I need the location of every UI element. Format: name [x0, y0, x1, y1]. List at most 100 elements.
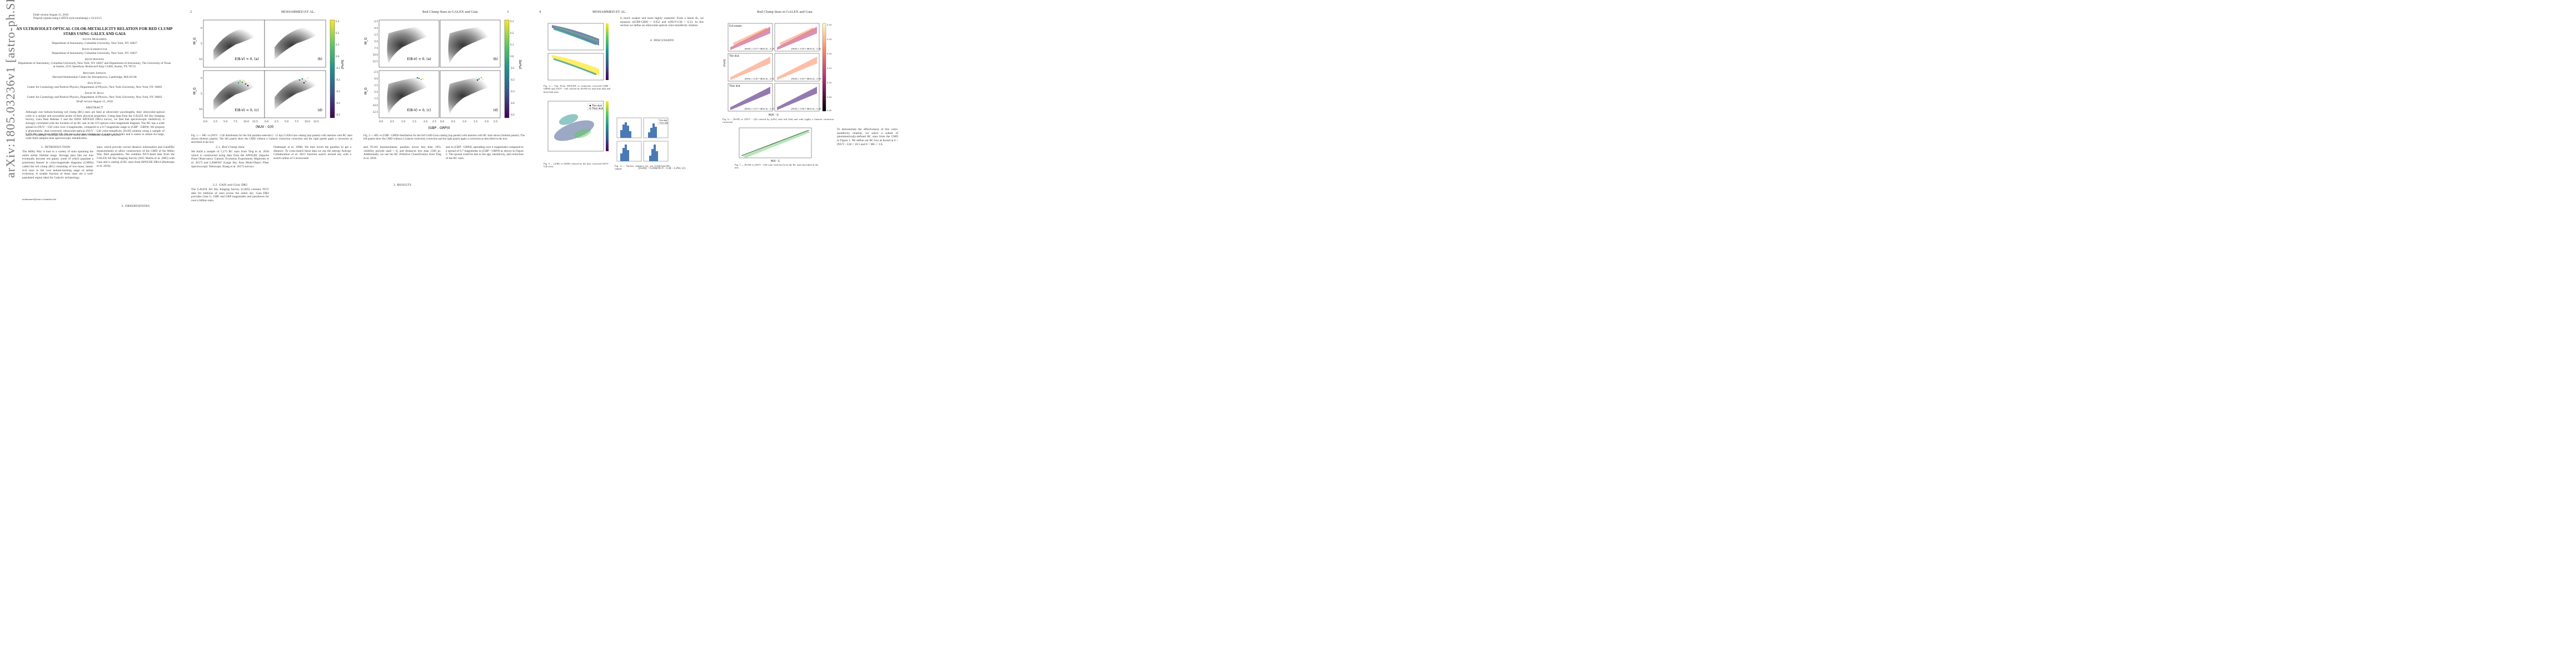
title-full: Full sample [729, 24, 742, 27]
svg-text:0.05: 0.05 [827, 96, 832, 98]
fig7-xlabel: NUV - G [771, 160, 780, 162]
svg-text:-0.3: -0.3 [510, 90, 515, 93]
figure-3 [547, 23, 609, 81]
panel-thick-right: [Fe/H] = 0.28 * (NUV-G) - 2.45 [774, 83, 821, 112]
figure-1: E(B-V) = 0, (a) (b) E(B-V) = 0, (c) (d) … [193, 19, 345, 129]
svg-text:1.5: 1.5 [474, 120, 477, 123]
cbar-label: [Fe/H] [341, 59, 345, 69]
svg-text:2.0: 2.0 [485, 120, 489, 123]
intro-heading: 1. INTRODUCTION [41, 146, 71, 149]
author-5: Dun Wang Center for Cosmology and Partic… [27, 82, 162, 89]
panel-thick-left: Thick disk [Fe/H] = 0.27 * (NUV-G) - 2.4… [728, 83, 774, 112]
svg-text:-0.2: -0.2 [336, 78, 340, 81]
svg-text:2.5: 2.5 [374, 84, 378, 87]
svg-text:7.5: 7.5 [233, 120, 237, 123]
svg-text:5.0: 5.0 [223, 120, 227, 123]
xlabel: (GBP - GRP)0 [428, 126, 450, 130]
title-thin: Thin disk [729, 54, 740, 57]
fig6-ylabel: [Fe/H] [723, 59, 726, 67]
fig5-legend-thin: Thin disk [591, 104, 602, 107]
fit-4: [Fe/H] = 0.27 * (NUV-G) - 2.43 [745, 108, 774, 110]
svg-text:10.0: 10.0 [243, 120, 249, 123]
figure-7: NUV - G [739, 127, 812, 162]
svg-text:-0.5: -0.5 [510, 113, 515, 116]
page-number-3: 3 [507, 10, 509, 14]
svg-text:0.5: 0.5 [451, 120, 455, 123]
panel-label-d: (d) [494, 108, 499, 112]
svg-text:7.5: 7.5 [374, 47, 378, 49]
author-2: David Schiminovich Department of Astrono… [52, 48, 137, 55]
paper-title: AN ULTRAVIOLET-OPTICAL COLOR-METALLICITY… [16, 27, 173, 36]
page-number-4: 4 [539, 10, 541, 14]
svg-text:2.5: 2.5 [494, 120, 497, 123]
draft-line: Draft version August 15, 2018 [33, 13, 68, 17]
svg-text:0.0: 0.0 [440, 120, 444, 123]
author-6: David W. Hogg Center for Cosmology and P… [27, 92, 162, 99]
svg-text:0.5: 0.5 [390, 120, 394, 123]
svg-text:12.5: 12.5 [373, 111, 378, 113]
panel-full-right: [Fe/H] = 0.29 * (NUV-G) - 2.45 [774, 23, 821, 52]
page-5: Red Clump Stars in GALEX and Gaia Full s… [718, 0, 901, 667]
x-ticks: 0.0 0.5 1.0 1.5 2.0 2.5 0.0 0.5 1.0 1.5 … [379, 120, 497, 123]
arxiv-stamp: arXiv:1805.03236v1 [astro-ph.SR] 8 May 2… [3, 0, 17, 178]
running-head-3: Red Clump Stars in GALEX and Gaia [422, 10, 478, 14]
panel-label-b: (b) [494, 57, 499, 61]
svg-text:2.5: 2.5 [213, 120, 217, 123]
observations-heading: 2. OBSERVATIONS [121, 205, 150, 208]
cbar-ticks: 0.30 0.25 0.20 0.15 0.10 0.05 0.00 [827, 23, 832, 112]
svg-text:-0.1: -0.1 [336, 67, 340, 69]
subject-headings: Subject headings: catalogs, ultraviolet:… [26, 133, 121, 137]
author-1: Steven Mohammed Department of Astronomy,… [52, 38, 137, 45]
figure-6: Full sample [Fe/H] = 0.27 * (NUV-G) - 2.… [723, 23, 832, 117]
svg-text:0.1: 0.1 [510, 43, 514, 46]
scatter-d [298, 77, 309, 84]
svg-text:10: 10 [199, 58, 202, 61]
svg-text:0.3: 0.3 [510, 20, 514, 23]
ylabel-bottom: M_G [193, 87, 197, 94]
running-head-5: Red Clump Stars in GALEX and Gaia [757, 10, 813, 14]
svg-text:0.2: 0.2 [510, 32, 514, 34]
draft-date: Draft version August 15, 2018 [76, 100, 113, 103]
thin-disk-marker [589, 104, 591, 107]
figure-2: E(B-V) = 0, (a) (b) E(B-V) = 0, (c) (d) … [364, 19, 522, 130]
svg-text:-0.1: -0.1 [510, 67, 515, 69]
svg-text:0.0: 0.0 [265, 120, 268, 123]
svg-text:1.0: 1.0 [462, 120, 466, 123]
figure-5-caption: Fig. 5.— [α/M] vs [M/H] colored by the d… [544, 162, 610, 168]
figure-7-caption: Fig. 7.— [Fe/H] vs (NUV - G)0 color with… [735, 163, 818, 170]
panel-label-c: E(B-V) = 0, (c) [407, 108, 431, 112]
p2-col1-text: We build a sample of 5,175 RC stars from… [191, 150, 269, 168]
scatter-d [476, 77, 484, 81]
svg-text:0: 0 [201, 27, 202, 30]
svg-text:7.5: 7.5 [374, 97, 378, 100]
p2-col1-text-b: The GALEX All Sky Imaging Survey (GAIS) … [191, 188, 269, 203]
svg-text:0.10: 0.10 [827, 81, 832, 84]
fit-2: [Fe/H] = 0.30 * (NUV-G) - 2.51 [745, 78, 774, 80]
svg-text:10.0: 10.0 [373, 53, 378, 56]
svg-text:5.0: 5.0 [285, 120, 288, 123]
p4-col2-text: is much weaker and more highly scattered… [620, 17, 704, 28]
svg-text:12.5: 12.5 [313, 120, 319, 123]
panel-thin-right: [Fe/H] = 0.29 * (NUV-G) - 2.59 [774, 53, 821, 82]
author-4: Benjamin Johnson Harvard-Smithsonian Cen… [52, 72, 137, 79]
panel-label-a: E(B-V) = 0, (a) [235, 57, 258, 61]
fit-5: [Fe/H] = 0.28 * (NUV-G) - 2.45 [791, 108, 821, 110]
fit-0: [Fe/H] = 0.27 * (NUV-G) - 2.20 [745, 48, 774, 50]
panel-label-b: (b) [318, 57, 323, 61]
cbar-ticks: 0.3 0.2 0.1 0.0 -0.1 -0.2 -0.3 -0.4 -0.5 [336, 20, 340, 116]
col2-text: stars, which provide crucial distance in… [97, 146, 175, 168]
svg-text:-0.2: -0.2 [510, 78, 515, 81]
svg-text:7.5: 7.5 [295, 120, 298, 123]
ylabel-top: M_G [193, 37, 197, 44]
svg-text:-2.5: -2.5 [373, 20, 378, 23]
ylabel-bottom: M_G [364, 87, 368, 94]
author-3: Keith Hawkins Department of Astronomy, C… [18, 58, 171, 69]
svg-text:0.2: 0.2 [336, 32, 340, 34]
svg-text:-2.5: -2.5 [373, 71, 378, 73]
fig5-scatter [554, 114, 595, 141]
p3-col2-text: sets in (GBP - GRP)0, spreading over 4 m… [446, 146, 524, 161]
svg-text:5.0: 5.0 [374, 91, 378, 93]
cbar-ticks: 0.3 0.2 0.1 0.0 -0.1 -0.2 -0.3 -0.4 -0.5 [510, 20, 515, 116]
page-3: Red Clump Stars in GALEX and Gaia 3 E(B-… [361, 0, 534, 667]
figure-1-caption: Fig. 1.— MG vs (NUV - G)0 distribution f… [191, 135, 352, 145]
